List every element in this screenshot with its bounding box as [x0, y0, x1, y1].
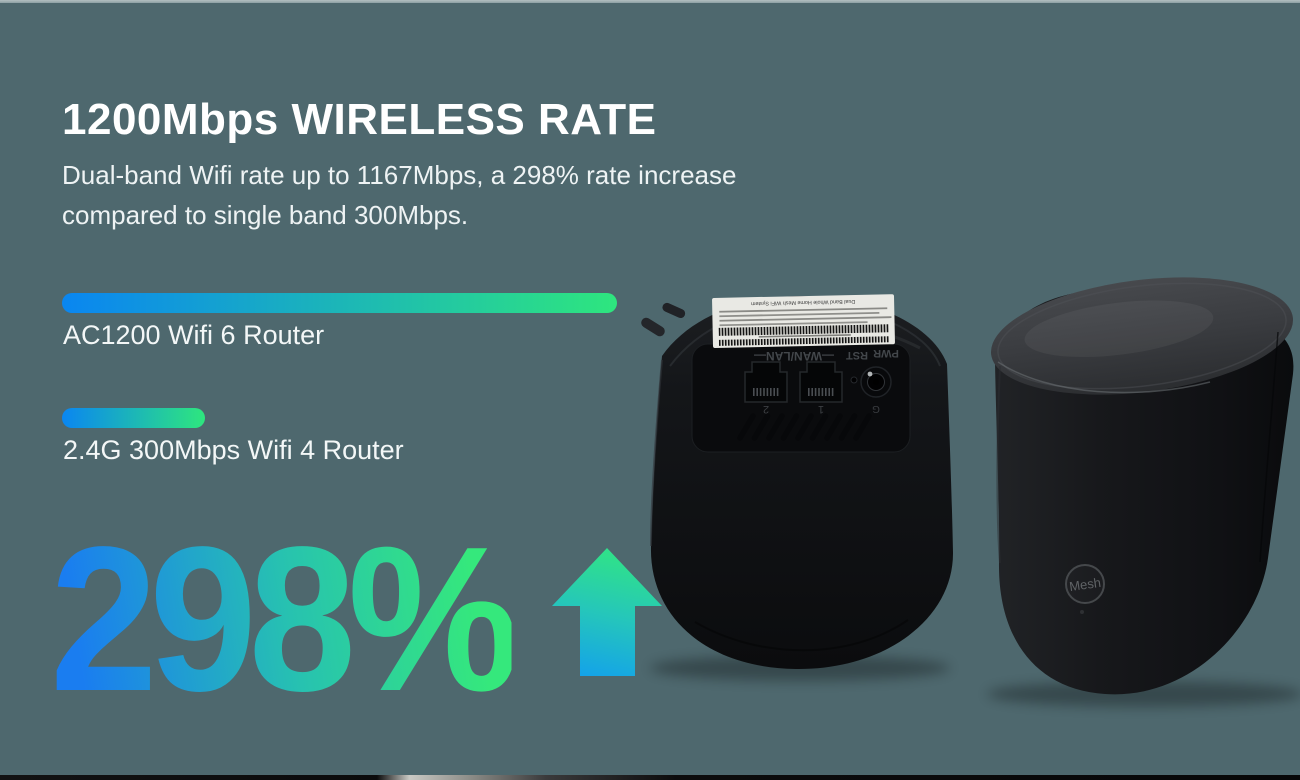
router-front-left-highlight: [996, 365, 1001, 564]
router-back-tab: [641, 317, 665, 337]
mesh-button: Mesh: [1065, 564, 1105, 604]
subtitle-line-2: compared to single band 300Mbps.: [62, 200, 469, 230]
power-jack: [860, 366, 892, 398]
router-front-shadow: [987, 681, 1300, 707]
sticker-title: Dual Band Whole Home Mesh WiFi System: [750, 298, 855, 306]
up-arrow-icon: [552, 546, 662, 676]
top-edge-strip: [0, 0, 1300, 3]
sticker-barcode: [718, 336, 889, 346]
router-front-photo: Mesh: [987, 277, 1300, 707]
product-photo: Dual Band Whole Home Mesh WiFi System —W…: [600, 270, 1300, 720]
router-front-top: [990, 277, 1294, 395]
bar-wifi4-label: 2.4G 300Mbps Wifi 4 Router: [63, 435, 404, 465]
vent-grille: [737, 413, 872, 441]
router-front-top-rim-highlight: [997, 361, 1211, 394]
ethernet-port-1: [799, 361, 843, 403]
sticker-barcode: [718, 324, 889, 336]
router-front-seam: [1259, 331, 1279, 563]
router-back-tab: [662, 302, 686, 319]
subtitle: Dual-band Wifi rate up to 1167Mbps, a 29…: [62, 155, 736, 235]
port-1-number: 1: [818, 403, 824, 415]
wan-lan-label: —WAN/LAN—: [754, 349, 834, 363]
port-2-number: 2: [763, 403, 769, 415]
ethernet-port-2: [744, 361, 788, 403]
bar-wifi6-label: AC1200 Wifi 6 Router: [63, 320, 325, 350]
router-back-base-line: [694, 619, 909, 652]
router-back-photo: Dual Band Whole Home Mesh WiFi System —W…: [641, 294, 954, 681]
bottom-edge-strip: [0, 775, 1300, 780]
power-label: PWR: [873, 347, 899, 359]
subtitle-line-1: Dual-band Wifi rate up to 1167Mbps, a 29…: [62, 160, 737, 190]
router-back-left-highlight: [650, 359, 663, 547]
bar-wifi6: [62, 293, 617, 313]
up-arrow-shape: [552, 548, 662, 676]
bar-wifi4: [62, 408, 205, 428]
mesh-led: [1080, 610, 1084, 614]
reset-hole: [850, 376, 858, 384]
stat-value: 298%: [50, 504, 520, 734]
mesh-button-label: Mesh: [1068, 575, 1102, 594]
page-title: 1200Mbps WIRELESS RATE: [62, 95, 657, 144]
reset-label: RST: [846, 349, 868, 361]
power-pin-label: G: [872, 403, 880, 414]
info-sticker: Dual Band Whole Home Mesh WiFi System: [712, 294, 895, 348]
